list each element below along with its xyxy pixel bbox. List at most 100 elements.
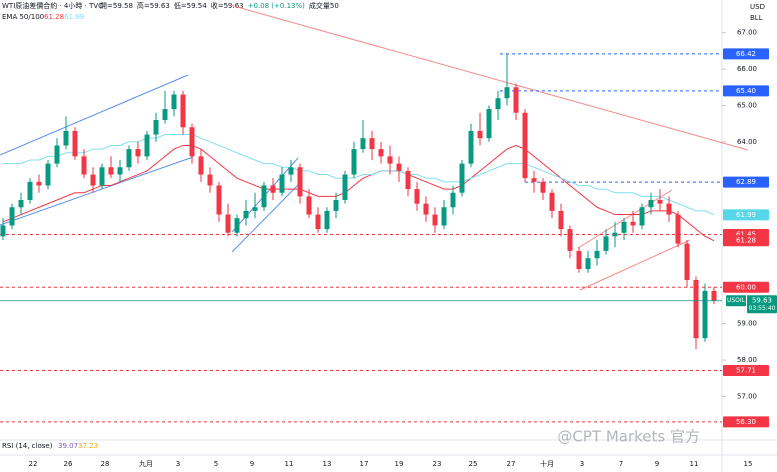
candle-body <box>405 170 411 190</box>
candle-body <box>459 163 465 193</box>
x-tick-label: 3 <box>580 460 584 468</box>
candle-body <box>153 120 159 135</box>
ema-badge <box>723 235 769 247</box>
corner-label: BLL <box>750 14 763 22</box>
candle-body <box>351 149 357 175</box>
candle-body <box>414 189 420 204</box>
level-badge <box>723 416 769 428</box>
x-tick-label: 7 <box>619 460 623 468</box>
header-ohlc: 成交量50 <box>309 1 339 10</box>
header-ema-value: 61.28 <box>44 13 64 21</box>
candle-body <box>423 203 429 215</box>
header-ohlc: 高=59.63 <box>137 1 170 10</box>
candle-body <box>99 167 105 186</box>
candle-body <box>594 250 600 259</box>
header-ema: EMA 50/100 <box>2 13 44 21</box>
header-symbol: WTI原油差價合約 · 4小時 · TVC <box>2 1 103 10</box>
candle-body <box>522 112 528 179</box>
x-tick-label: 11 <box>285 460 294 468</box>
candle-body <box>702 290 708 339</box>
candle-body <box>360 138 366 150</box>
header-ohlc: 低=59.54 <box>174 1 207 10</box>
level-badge-label: 61.45 <box>736 231 756 239</box>
x-tick-label: 17 <box>360 460 369 468</box>
candle-body <box>162 109 168 120</box>
candle-body <box>567 229 573 251</box>
x-tick-label: 3 <box>176 460 180 468</box>
header-ohlc: +0.08 (+0.13%) <box>248 2 306 10</box>
candle-body <box>207 174 213 186</box>
candle-body <box>396 163 402 171</box>
y-tick-label: 57.00 <box>737 392 757 400</box>
candle-body <box>558 210 564 230</box>
candle-body <box>675 214 681 244</box>
level-badge <box>723 85 769 97</box>
candle-body <box>279 174 285 193</box>
header-ohlc: 收=59.63 <box>211 1 244 10</box>
candle-body <box>315 214 321 230</box>
candle-body <box>549 192 555 211</box>
level-badge-label: 62.89 <box>736 178 756 186</box>
y-tick-label: 64.00 <box>737 138 757 146</box>
candle-body <box>378 149 384 157</box>
candle-body <box>621 221 627 233</box>
level-badge <box>723 365 769 377</box>
last-price-label: 59.63 <box>752 297 772 305</box>
candle-body <box>243 210 249 219</box>
candle-body <box>666 203 672 215</box>
x-tick-label: 22 <box>29 460 38 468</box>
trend-line <box>579 239 691 291</box>
level-badge-label: 60.00 <box>736 283 756 291</box>
y-tick-label: 58.00 <box>737 356 757 364</box>
level-badge-label: 56.30 <box>736 418 756 426</box>
candle-body <box>108 167 114 175</box>
candle-body <box>171 94 177 110</box>
level-badge-label: 57.71 <box>736 367 756 375</box>
candle-body <box>198 156 204 175</box>
candle-body <box>630 221 636 226</box>
candle-body <box>234 218 240 233</box>
trend-line <box>0 74 189 156</box>
candle-body <box>81 156 87 175</box>
candle-body <box>450 192 456 208</box>
candle-body <box>639 207 645 226</box>
candle-body <box>486 109 492 139</box>
x-tick-label: 九月 <box>139 459 153 468</box>
candle-body <box>261 185 267 208</box>
trend-line <box>0 156 194 226</box>
header-ohlc: 開=59.58 <box>100 2 133 10</box>
x-tick-label: 9 <box>655 460 659 468</box>
ema-line <box>2 144 715 242</box>
candle-body <box>180 94 186 128</box>
candle-body <box>252 207 258 211</box>
candle-body <box>63 130 69 146</box>
x-tick-label: 9 <box>250 460 254 468</box>
candle-body <box>432 214 438 226</box>
y-tick-label: 65.00 <box>737 101 757 109</box>
x-tick-label: 28 <box>101 460 110 468</box>
candle-body <box>441 207 447 226</box>
x-tick-label: 27 <box>507 460 516 468</box>
candle-body <box>585 258 591 270</box>
y-tick-label: 66.00 <box>737 65 757 73</box>
rsi-value: 37.23 <box>78 442 98 450</box>
trend-line <box>577 189 673 249</box>
x-tick-label: 23 <box>433 460 442 468</box>
candle-body <box>657 200 663 204</box>
candle-body <box>495 98 501 110</box>
x-tick-label: 25 <box>469 460 478 468</box>
trend-line <box>231 182 301 253</box>
x-tick-label: 19 <box>395 460 404 468</box>
candle-body <box>72 130 78 157</box>
candle-body <box>297 167 303 197</box>
candle-body <box>612 232 618 237</box>
candle-body <box>342 174 348 200</box>
x-tick-label: 13 <box>323 460 332 468</box>
candle-body <box>648 200 654 208</box>
candle-body <box>270 185 276 193</box>
last-price-badge <box>747 295 777 314</box>
symbol-tag <box>726 295 746 307</box>
level-badge-label: 66.42 <box>736 50 756 58</box>
